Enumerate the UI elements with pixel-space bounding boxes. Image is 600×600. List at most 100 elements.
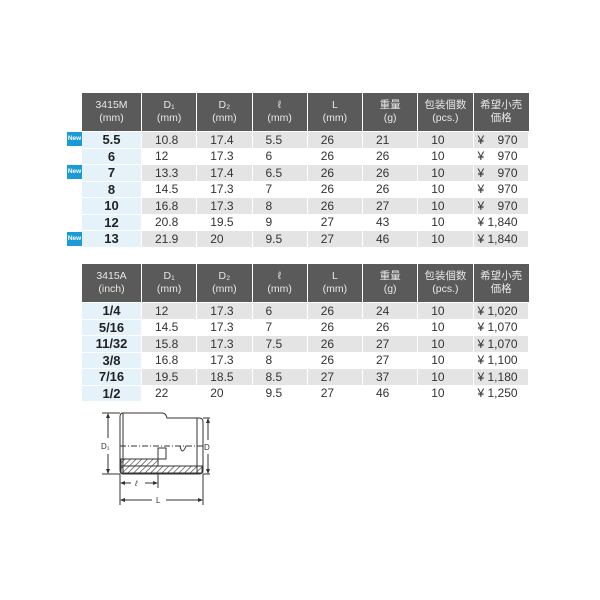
value-cell: 8: [252, 351, 308, 368]
value-cell: 24: [363, 302, 419, 319]
table-row: 11/32 15.8 17.3 7.5 26 27 10 ¥ 1,070: [82, 335, 529, 352]
value-cell: 17.3: [197, 197, 253, 214]
table-row: 13 21.9 20 9.5 27 46 10 ¥ 1,840: [82, 230, 529, 247]
size-cell: 1/2: [82, 384, 142, 401]
value-cell: 10: [418, 197, 474, 214]
value-cell: 9.5: [252, 230, 308, 247]
d2-label: D₂: [204, 443, 210, 452]
table-row: 10 16.8 17.3 8 26 27 10 ¥ 970: [82, 197, 529, 214]
value-cell: 7: [252, 318, 308, 335]
value-cell: 27: [307, 213, 363, 230]
price-cell: ¥ 1,840: [473, 213, 529, 230]
value-cell: 10: [418, 230, 474, 247]
size-cell: 3/8: [82, 351, 142, 368]
value-cell: 26: [363, 318, 419, 335]
price-cell: ¥ 970: [473, 147, 529, 164]
column-header: L (mm): [307, 264, 363, 302]
value-cell: 9: [252, 213, 308, 230]
column-header: 重量 (g): [363, 93, 419, 131]
value-cell: 10: [418, 318, 474, 335]
value-cell: 8.5: [252, 368, 308, 385]
value-cell: 26: [363, 164, 419, 181]
size-cell: 8: [82, 180, 142, 197]
column-header: D₁ (mm): [142, 93, 198, 131]
table-row: 8 14.5 17.3 7 26 26 10 ¥ 970: [82, 180, 529, 197]
value-cell: 13.3: [142, 164, 198, 181]
value-cell: 17.3: [197, 147, 253, 164]
value-cell: 17.3: [197, 180, 253, 197]
value-cell: 27: [363, 197, 419, 214]
value-cell: 10: [418, 384, 474, 401]
value-cell: 12: [142, 302, 198, 319]
size-cell: 11/32: [82, 335, 142, 352]
value-cell: 10: [418, 180, 474, 197]
value-cell: 27: [307, 230, 363, 247]
size-cell: 6: [82, 147, 142, 164]
price-cell: ¥ 1,070: [473, 335, 529, 352]
value-cell: 18.5: [197, 368, 253, 385]
value-cell: 37: [363, 368, 419, 385]
size-cell: 12: [82, 213, 142, 230]
value-cell: 46: [363, 230, 419, 247]
value-cell: 10: [418, 164, 474, 181]
value-cell: 26: [307, 147, 363, 164]
value-cell: 21: [363, 131, 419, 148]
value-cell: 26: [307, 197, 363, 214]
value-cell: 8: [252, 197, 308, 214]
value-cell: 14.5: [142, 318, 198, 335]
new-badge: New: [67, 165, 82, 180]
value-cell: 21.9: [142, 230, 198, 247]
l-big-label: L: [156, 496, 161, 505]
column-header: L (mm): [307, 93, 363, 131]
value-cell: 14.5: [142, 180, 198, 197]
value-cell: 10: [418, 302, 474, 319]
column-header: ℓ (mm): [252, 264, 308, 302]
value-cell: 26: [307, 351, 363, 368]
size-cell: 13: [82, 230, 142, 247]
price-cell: ¥ 970: [473, 180, 529, 197]
new-badge: New: [67, 132, 82, 146]
value-cell: 46: [363, 384, 419, 401]
value-cell: 7.5: [252, 335, 308, 352]
inch-spec-table: 3415A (inch) D₁ (mm) D₂ (mm) ℓ (mm) L (mm) 重量…: [82, 264, 529, 401]
value-cell: 6.5: [252, 164, 308, 181]
column-header: 包装個数 (pcs.): [418, 93, 474, 131]
value-cell: 26: [363, 147, 419, 164]
price-cell: ¥ 970: [473, 131, 529, 148]
value-cell: 26: [307, 335, 363, 352]
table-row: 5.5 10.8 17.4 5.5 26 21 10 ¥ 970: [82, 131, 529, 148]
price-cell: ¥ 970: [473, 197, 529, 214]
value-cell: 17.4: [197, 131, 253, 148]
new-badge: New: [67, 231, 82, 246]
value-cell: 26: [307, 164, 363, 181]
value-cell: 26: [307, 180, 363, 197]
value-cell: 5.5: [252, 131, 308, 148]
value-cell: 17.3: [197, 351, 253, 368]
value-cell: 17.3: [197, 335, 253, 352]
metric-spec-table: 3415M (mm) D₁ (mm) D₂ (mm) ℓ (mm) L (mm) 重量 (…: [82, 93, 529, 247]
column-header: D₂ (mm): [197, 93, 253, 131]
table-row: 5/16 14.5 17.3 7 26 26 10 ¥ 1,070: [82, 318, 529, 335]
value-cell: 20: [197, 230, 253, 247]
table-row: 1/2 22 20 9.5 27 46 10 ¥ 1,250: [82, 384, 529, 401]
value-cell: 26: [363, 180, 419, 197]
value-cell: 9.5: [252, 384, 308, 401]
column-header: 希望小売 価格: [473, 264, 529, 302]
size-cell: 5/16: [82, 318, 142, 335]
value-cell: 27: [307, 368, 363, 385]
d1-label: D₁: [101, 442, 110, 451]
value-cell: 6: [252, 302, 308, 319]
value-cell: 16.8: [142, 197, 198, 214]
value-cell: 27: [363, 351, 419, 368]
value-cell: 20: [197, 384, 253, 401]
value-cell: 6: [252, 147, 308, 164]
table-row: 7 13.3 17.4 6.5 26 26 10 ¥ 970: [82, 164, 529, 181]
value-cell: 10: [418, 213, 474, 230]
value-cell: 12: [142, 147, 198, 164]
l-small-label: ℓ: [134, 479, 138, 488]
value-cell: 27: [363, 335, 419, 352]
column-header: 希望小売 価格: [473, 93, 529, 131]
socket-dimension-diagram: D₁ D₂ ℓ L: [101, 412, 210, 505]
value-cell: 10: [418, 351, 474, 368]
table-row: 7/16 19.5 18.5 8.5 27 37 10 ¥ 1,180: [82, 368, 529, 385]
